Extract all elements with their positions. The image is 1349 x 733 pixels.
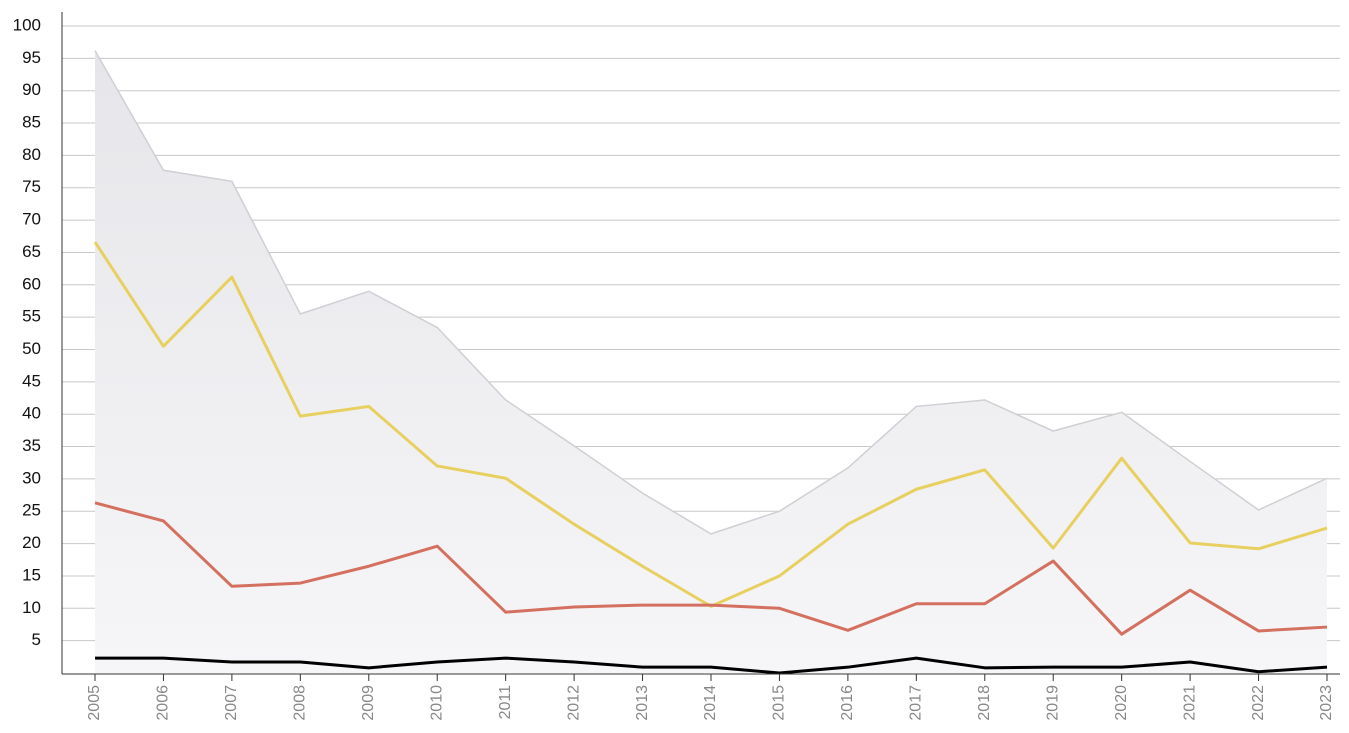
y-tick-label: 45 — [22, 371, 41, 390]
line — [95, 656, 1328, 675]
y-tick-label: 35 — [22, 436, 41, 455]
x-tick-label: 2006 — [155, 685, 172, 721]
y-tick-label: 55 — [22, 307, 41, 326]
y-tick-label: 85 — [22, 113, 41, 132]
x-tick-label: 2016 — [839, 685, 856, 721]
y-tick-label: 60 — [22, 274, 41, 293]
y-tick-label: 70 — [22, 210, 41, 229]
x-tick-label: 2020 — [1113, 685, 1130, 721]
y-tick-label: 75 — [22, 177, 41, 196]
y-tick-label: 80 — [22, 145, 41, 164]
y-tick-label: 95 — [22, 48, 41, 67]
y-tick-label: 20 — [22, 533, 41, 552]
x-tick-label: 2017 — [908, 685, 925, 721]
x-tick-label: 2023 — [1318, 685, 1335, 721]
area — [95, 50, 1327, 673]
y-tick-label: 65 — [22, 242, 41, 261]
x-tick-label: 2009 — [360, 685, 377, 721]
x-tick-label: 2011 — [497, 685, 514, 720]
y-tick-label: 100 — [13, 15, 41, 34]
x-tick-label: 2018 — [976, 685, 993, 721]
y-tick-label: 10 — [22, 598, 41, 617]
area-line — [94, 50, 1328, 535]
x-tick-label: 2008 — [292, 685, 309, 721]
x-tick-label: 2005 — [86, 685, 103, 721]
x-tick-label: 2022 — [1250, 685, 1267, 721]
x-tick-label: 2015 — [771, 685, 788, 721]
line — [94, 501, 1328, 636]
x-tick-label: 2014 — [702, 685, 719, 721]
y-tick-label: 15 — [22, 565, 41, 584]
x-tick-label: 2021 — [1181, 685, 1198, 721]
y-tick-label: 40 — [22, 404, 41, 423]
y-tick-label: 5 — [32, 630, 41, 649]
y-tick-label: 25 — [22, 501, 41, 520]
x-tick-label: 2019 — [1044, 685, 1061, 721]
y-tick-label: 90 — [22, 80, 41, 99]
x-tick-label: 2013 — [634, 685, 651, 721]
y-tick-label: 30 — [22, 468, 41, 487]
x-tick-label: 2012 — [565, 685, 582, 721]
x-tick-label: 2010 — [428, 685, 445, 721]
x-tick-label: 2007 — [223, 685, 240, 721]
y-tick-label: 50 — [22, 339, 41, 358]
